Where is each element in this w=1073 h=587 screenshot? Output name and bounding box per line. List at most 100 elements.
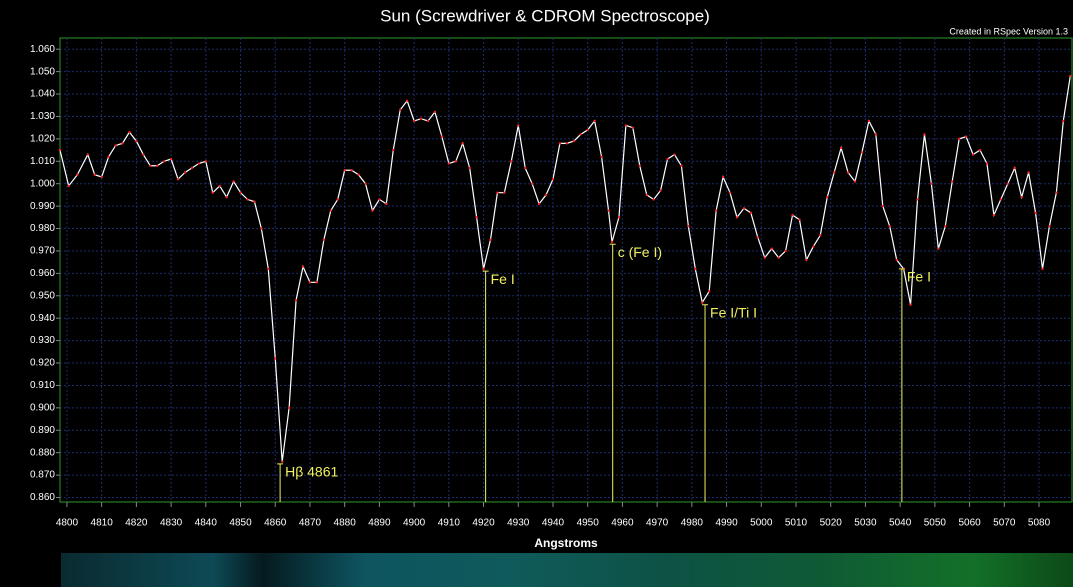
- data-point: [315, 281, 319, 284]
- data-point: [701, 301, 704, 304]
- y-tick-label: 0.930: [30, 335, 55, 346]
- data-point: [58, 148, 62, 152]
- data-point: [336, 198, 339, 201]
- data-point: [791, 213, 794, 217]
- data-point: [343, 169, 346, 172]
- data-point: [1069, 74, 1072, 78]
- y-tick-label: 0.980: [30, 223, 55, 234]
- data-point: [253, 200, 256, 203]
- data-point: [524, 166, 527, 170]
- data-point: [364, 182, 367, 185]
- data-point: [860, 151, 864, 154]
- data-point: [652, 198, 655, 201]
- x-tick-label: 4830: [160, 518, 183, 529]
- chart-subtitle: Created in RSpec Version 1.3: [949, 26, 1068, 36]
- data-point: [874, 133, 878, 136]
- data-point: [964, 135, 968, 138]
- data-point: [260, 227, 263, 230]
- data-point: [819, 234, 822, 237]
- data-point: [565, 142, 569, 145]
- y-tick-label: 0.950: [30, 290, 55, 301]
- y-tick-label: 0.940: [30, 313, 55, 324]
- data-point: [176, 178, 180, 181]
- chart-title: Sun (Screwdriver & CDROM Spectroscope): [380, 6, 710, 25]
- data-point: [659, 189, 662, 192]
- data-point: [322, 238, 326, 241]
- data-point: [517, 124, 520, 127]
- data-point: [461, 142, 464, 145]
- data-point: [749, 211, 753, 215]
- data-point: [183, 171, 187, 174]
- x-tick-label: 4840: [195, 518, 218, 529]
- data-point: [1062, 119, 1065, 123]
- x-tick-label: 4860: [264, 518, 287, 529]
- y-tick-label: 1.000: [30, 178, 55, 189]
- data-point: [67, 184, 70, 188]
- x-tick-label: 5070: [993, 518, 1016, 529]
- data-point: [329, 209, 332, 212]
- spectrum-line: [59, 76, 1071, 462]
- data-point: [742, 207, 746, 210]
- y-tick-label: 0.990: [30, 201, 55, 212]
- data-point: [666, 157, 669, 161]
- data-point: [142, 153, 145, 156]
- data-point: [190, 166, 194, 170]
- x-tick-label: 4990: [715, 518, 738, 529]
- data-point: [308, 281, 312, 284]
- x-tick-label: 5000: [750, 518, 773, 529]
- data-point: [128, 130, 131, 134]
- data-point: [267, 267, 270, 271]
- data-point: [135, 139, 138, 143]
- data-point: [246, 198, 249, 201]
- data-point: [867, 119, 871, 123]
- data-point: [923, 133, 926, 136]
- data-point: [1027, 171, 1030, 174]
- data-point: [895, 258, 898, 262]
- annotation-label: Fe I/Ti I: [710, 304, 757, 320]
- data-point: [579, 133, 582, 136]
- data-point: [419, 117, 423, 120]
- y-tick-label: 0.900: [30, 402, 55, 413]
- data-point: [673, 153, 676, 156]
- data-point: [496, 191, 499, 194]
- data-point: [204, 160, 208, 163]
- data-point: [600, 155, 603, 159]
- data-point: [156, 164, 159, 167]
- y-tick-label: 1.030: [30, 111, 55, 122]
- data-point: [433, 110, 437, 114]
- x-tick-label: 4920: [472, 518, 495, 529]
- x-tick-label: 4850: [229, 518, 252, 529]
- data-point: [482, 267, 485, 271]
- x-tick-label: 4900: [403, 518, 426, 529]
- annotation-label: Fe I: [907, 269, 931, 285]
- data-point: [149, 164, 152, 167]
- data-point: [777, 256, 780, 259]
- data-point: [572, 139, 576, 143]
- data-point: [489, 238, 492, 241]
- data-point: [714, 209, 718, 212]
- data-point: [378, 198, 381, 201]
- data-point: [971, 153, 975, 156]
- data-point: [944, 225, 947, 228]
- data-point: [503, 191, 506, 194]
- data-point: [121, 142, 124, 145]
- data-point: [218, 184, 221, 188]
- data-point: [1006, 182, 1009, 185]
- data-point: [798, 218, 801, 221]
- data-point: [426, 119, 430, 123]
- data-point: [735, 216, 739, 219]
- x-tick-label: 4960: [611, 518, 634, 529]
- x-tick-label: 5080: [1028, 518, 1051, 529]
- data-point: [1048, 225, 1051, 228]
- data-point: [544, 193, 548, 197]
- y-tick-label: 1.050: [30, 66, 55, 77]
- data-point: [294, 299, 298, 302]
- data-point: [239, 191, 242, 194]
- data-point: [280, 460, 284, 463]
- data-point: [530, 182, 534, 185]
- data-point: [832, 171, 836, 174]
- data-point: [1055, 191, 1058, 194]
- data-point: [687, 225, 690, 228]
- data-point: [274, 357, 277, 360]
